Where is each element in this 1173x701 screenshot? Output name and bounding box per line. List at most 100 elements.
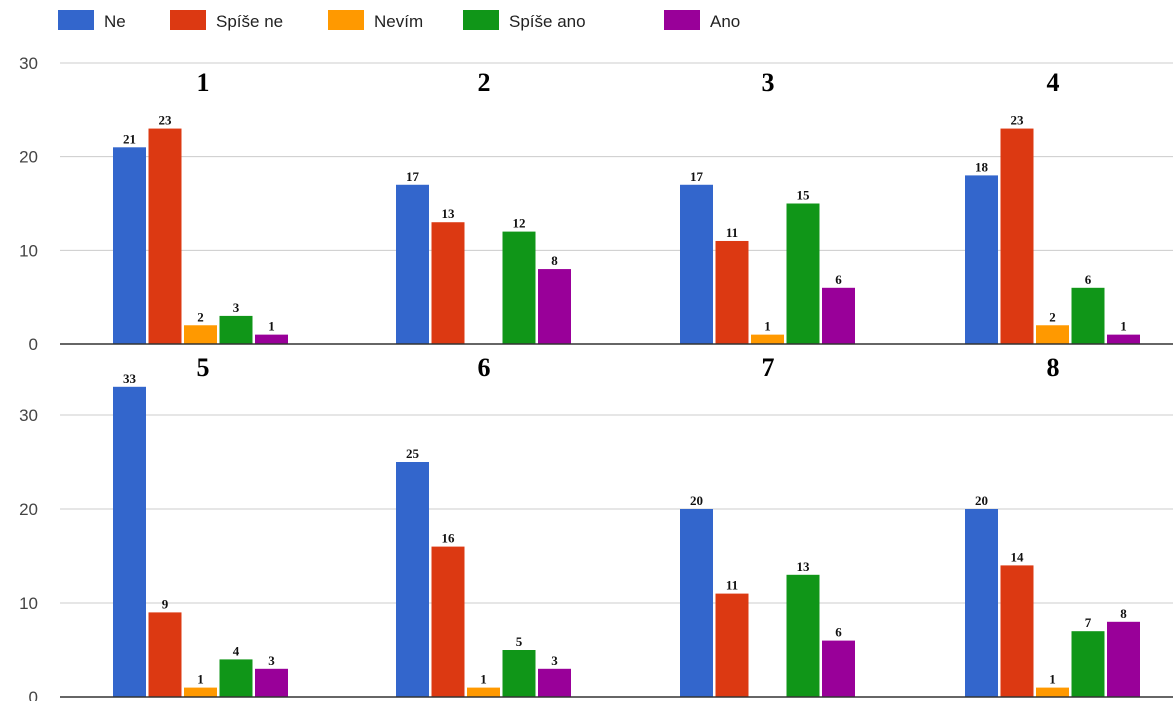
data-label-panel4-series4: 6 — [1085, 272, 1092, 287]
bar-panel4-series2 — [1000, 128, 1034, 344]
ytick-label-row2-0: 0 — [29, 688, 38, 701]
bar-panel3-series1 — [680, 184, 713, 344]
bar-panel4-series1 — [965, 175, 998, 344]
legend-swatch-4 — [463, 10, 499, 30]
ytick-label-row2-10: 10 — [19, 594, 38, 613]
data-label-panel2-series2: 13 — [442, 206, 456, 221]
bar-panel7-series1 — [680, 509, 713, 697]
data-label-panel7-series2: 11 — [726, 578, 738, 593]
bar-panel4-series5 — [1107, 334, 1140, 344]
legend-swatch-3 — [328, 10, 364, 30]
bar-panel2-series1 — [396, 184, 429, 344]
bar-panel2-series4 — [502, 231, 536, 344]
bar-panel1-series4 — [219, 315, 253, 344]
data-label-panel3-series4: 15 — [797, 188, 811, 203]
panel-title-8: 8 — [1047, 353, 1060, 382]
legend-label-4: Spíše ano — [509, 12, 586, 31]
data-label-panel2-series1: 17 — [406, 169, 420, 184]
bar-panel6-series3 — [467, 687, 500, 697]
data-label-panel4-series1: 18 — [975, 159, 989, 174]
data-label-panel8-series3: 1 — [1049, 672, 1056, 687]
data-label-panel6-series1: 25 — [406, 446, 420, 461]
data-label-panel8-series4: 7 — [1085, 615, 1092, 630]
bar-panel4-series4 — [1071, 287, 1105, 344]
data-label-panel8-series5: 8 — [1120, 606, 1127, 621]
bar-panel1-series5 — [255, 334, 288, 344]
bar-panel3-series3 — [751, 334, 784, 344]
bar-panel7-series5 — [822, 640, 855, 697]
data-label-panel3-series5: 6 — [835, 272, 842, 287]
bar-panel5-series1 — [113, 386, 146, 697]
panel-title-5: 5 — [197, 353, 210, 382]
bar-panel5-series4 — [219, 659, 253, 697]
bar-panel1-series1 — [113, 147, 146, 344]
data-label-panel8-series2: 14 — [1011, 549, 1025, 564]
legend-swatch-1 — [58, 10, 94, 30]
legend-label-2: Spíše ne — [216, 12, 283, 31]
data-label-panel5-series4: 4 — [233, 643, 240, 658]
panel-title-6: 6 — [478, 353, 491, 382]
panel-title-7: 7 — [762, 353, 775, 382]
ytick-label-row1-20: 20 — [19, 148, 38, 167]
ytick-label-row1-10: 10 — [19, 241, 38, 260]
legend-label-5: Ano — [710, 12, 740, 31]
panel-title-3: 3 — [762, 68, 775, 97]
data-label-panel7-series5: 6 — [835, 625, 842, 640]
data-label-panel3-series2: 11 — [726, 225, 738, 240]
data-label-panel6-series3: 1 — [480, 672, 487, 687]
bar-panel8-series2 — [1000, 565, 1034, 697]
bar-panel8-series5 — [1107, 621, 1140, 697]
bar-panel1-series3 — [184, 325, 217, 344]
bar-panel5-series5 — [255, 668, 288, 697]
data-label-panel6-series2: 16 — [442, 531, 456, 546]
bar-panel1-series2 — [148, 128, 182, 344]
data-label-panel7-series4: 13 — [797, 559, 811, 574]
panel-title-2: 2 — [478, 68, 491, 97]
data-label-panel6-series4: 5 — [516, 634, 523, 649]
bar-panel3-series5 — [822, 287, 855, 344]
data-label-panel1-series3: 2 — [197, 309, 204, 324]
bar-panel6-series5 — [538, 668, 571, 697]
bar-panel6-series2 — [431, 546, 465, 697]
ytick-label-row1-30: 30 — [19, 54, 38, 73]
data-label-panel5-series5: 3 — [268, 653, 275, 668]
bar-panel3-series4 — [786, 203, 820, 344]
bar-panel4-series3 — [1036, 325, 1069, 344]
data-label-panel5-series1: 33 — [123, 371, 137, 386]
data-label-panel3-series1: 17 — [690, 169, 704, 184]
bar-panel8-series1 — [965, 509, 998, 697]
data-label-panel1-series2: 23 — [159, 113, 173, 128]
ytick-label-row2-30: 30 — [19, 406, 38, 425]
ytick-label-row1-0: 0 — [29, 335, 38, 354]
legend-swatch-2 — [170, 10, 206, 30]
bar-panel6-series1 — [396, 462, 429, 697]
bar-panel5-series2 — [148, 612, 182, 697]
bar-panel2-series2 — [431, 222, 465, 344]
data-label-panel2-series5: 8 — [551, 253, 558, 268]
data-label-panel1-series1: 21 — [123, 131, 136, 146]
bar-panel6-series4 — [502, 650, 536, 697]
data-label-panel4-series2: 23 — [1011, 113, 1025, 128]
bar-panel2-series5 — [538, 269, 571, 344]
data-label-panel4-series5: 1 — [1120, 319, 1127, 334]
data-label-panel1-series4: 3 — [233, 300, 240, 315]
bar-panel3-series2 — [715, 240, 749, 344]
data-label-panel2-series4: 12 — [513, 216, 526, 231]
panel-title-1: 1 — [197, 68, 210, 97]
data-label-panel8-series1: 20 — [975, 493, 988, 508]
bar-panel7-series2 — [715, 593, 749, 697]
data-label-panel5-series2: 9 — [162, 596, 169, 611]
legend-label-1: Ne — [104, 12, 126, 31]
data-label-panel4-series3: 2 — [1049, 309, 1056, 324]
bar-panel8-series4 — [1071, 631, 1105, 697]
ytick-label-row2-20: 20 — [19, 500, 38, 519]
data-label-panel5-series3: 1 — [197, 672, 204, 687]
bar-panel5-series3 — [184, 687, 217, 697]
data-label-panel6-series5: 3 — [551, 653, 558, 668]
data-label-panel3-series3: 1 — [764, 319, 771, 334]
bar-panel8-series3 — [1036, 687, 1069, 697]
data-label-panel1-series5: 1 — [268, 319, 275, 334]
panel-title-4: 4 — [1047, 68, 1060, 97]
legend-label-3: Nevím — [374, 12, 423, 31]
